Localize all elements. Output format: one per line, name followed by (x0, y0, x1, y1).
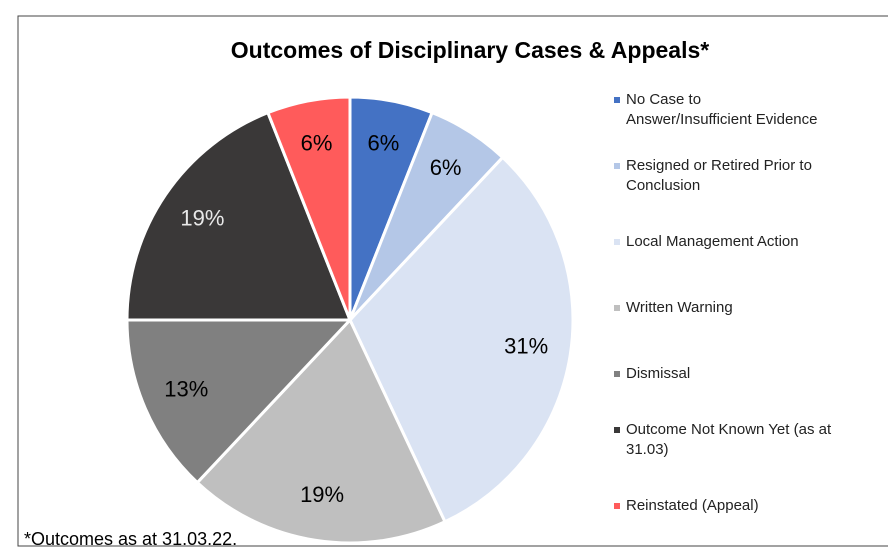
legend-marker (614, 371, 620, 377)
data-label: 13% (164, 377, 208, 402)
legend-marker (614, 163, 620, 169)
pie-slice (125, 318, 354, 485)
legend-label: Local Management Action (626, 233, 799, 250)
legend-marker (614, 305, 620, 311)
legend-label: Resigned or Retired Prior to Conclusion (626, 157, 812, 194)
legend-marker (614, 503, 620, 509)
pie-slice (195, 317, 447, 545)
footnote: *Outcomes as at 31.03.22. (24, 529, 237, 549)
legend-label: Written Warning (626, 299, 733, 316)
data-label: 6% (430, 155, 462, 180)
chart-title: Outcomes of Disciplinary Cases & Appeals… (231, 37, 710, 63)
legend-marker (614, 427, 620, 433)
legend-label: Outcome Not Known Yet (as at 31.03) (626, 421, 832, 458)
legend-label: Reinstated (Appeal) (626, 497, 759, 514)
pie-slice (125, 110, 353, 322)
legend-marker (614, 239, 620, 245)
legend-label: Dismissal (626, 365, 690, 382)
pie-slice (265, 95, 352, 321)
data-label: 6% (301, 131, 333, 156)
pie-slice (348, 155, 575, 524)
legend-marker (614, 97, 620, 103)
legend-label: No Case to Answer/Insufficient Evidence (626, 91, 818, 128)
data-label: 19% (300, 482, 344, 507)
data-label: 6% (368, 131, 400, 156)
data-label: 31% (504, 334, 548, 359)
data-label: 19% (180, 206, 224, 231)
